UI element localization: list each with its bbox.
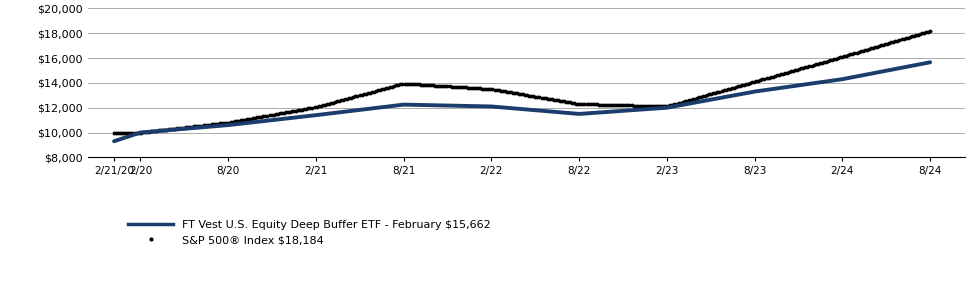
Legend: FT Vest U.S. Equity Deep Buffer ETF - February $15,662, S&P 500® Index $18,184: FT Vest U.S. Equity Deep Buffer ETF - Fe… <box>129 219 490 245</box>
